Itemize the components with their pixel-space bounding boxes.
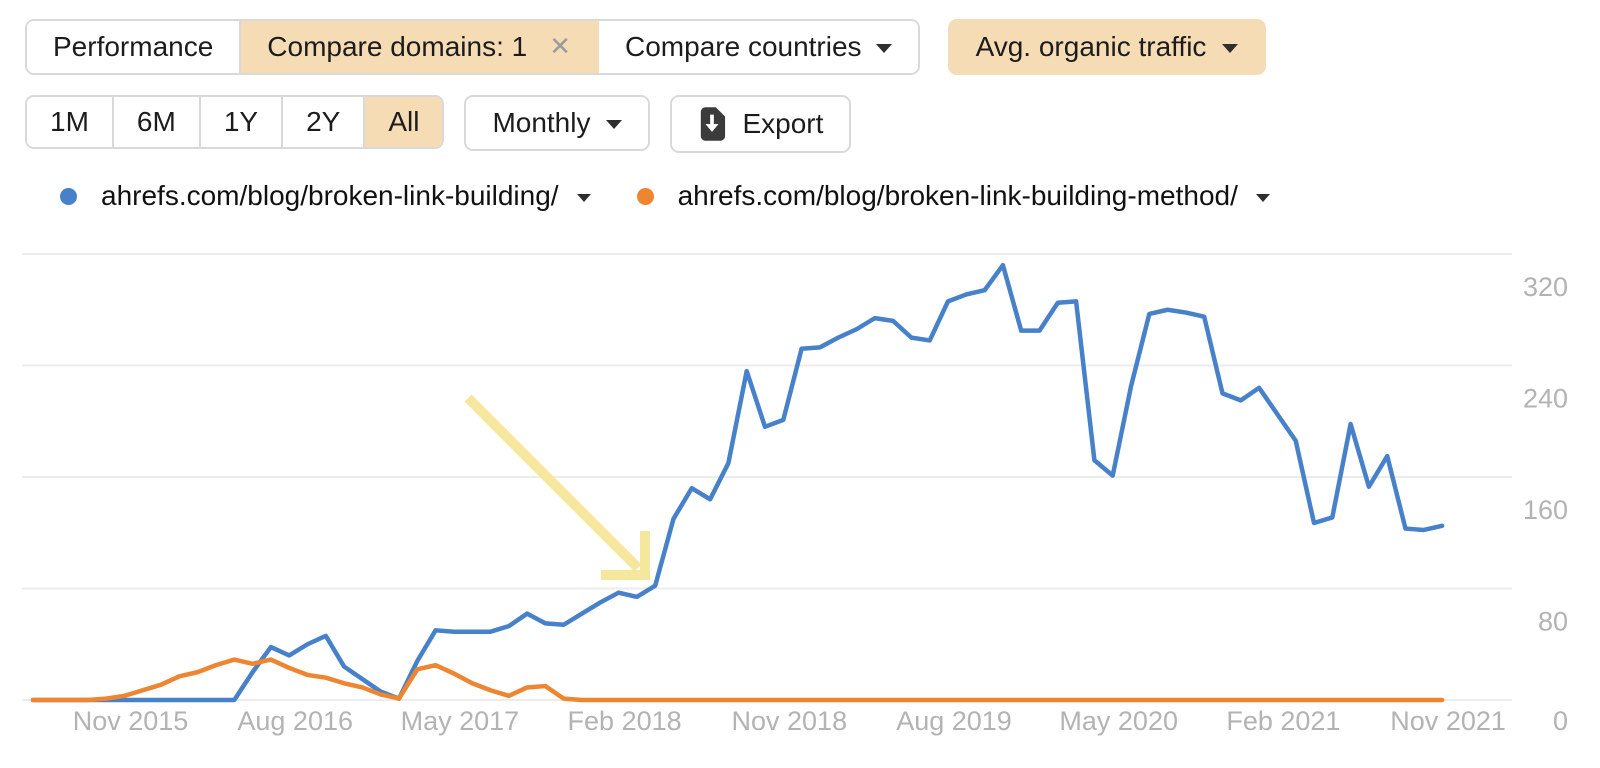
compare-toolbar: Performance Compare domains: 1 ✕ Compare…	[25, 19, 1267, 75]
compare-countries-dropdown[interactable]: Compare countries	[599, 21, 918, 73]
organic-traffic-line-chart[interactable]: 0 80 160 240 320 Nov 2015 Aug 2016 May 2017 Feb …	[0, 240, 1600, 768]
export-button[interactable]: Export	[670, 95, 852, 153]
x-tick-label: May 2020	[1059, 706, 1178, 736]
range-6m-button[interactable]: 6M	[113, 97, 201, 147]
x-tick-label: Aug 2019	[896, 706, 1012, 736]
series-line-orange[interactable]	[30, 657, 1445, 703]
y-tick-label: 160	[1523, 495, 1568, 525]
chevron-down-icon	[875, 44, 892, 53]
chevron-down-icon	[606, 120, 623, 129]
chevron-down-icon	[1222, 44, 1239, 53]
x-tick-label: Nov 2021	[1390, 706, 1506, 736]
compare-controls-group: Performance Compare domains: 1 ✕ Compare…	[25, 19, 920, 75]
performance-label: Performance	[53, 31, 214, 62]
chevron-down-icon	[1255, 193, 1270, 202]
range-2y-button[interactable]: 2Y	[283, 97, 366, 147]
x-tick-label: Nov 2018	[732, 706, 848, 736]
x-tick-label: Aug 2016	[237, 706, 353, 736]
range-1y-button[interactable]: 1Y	[200, 97, 284, 147]
compare-domains-button[interactable]: Compare domains: 1 ✕	[241, 21, 599, 73]
export-label: Export	[742, 108, 824, 139]
legend-label-target-1: ahrefs.com/blog/broken-link-building/	[101, 180, 559, 211]
remove-comparison-icon[interactable]: ✕	[549, 32, 571, 62]
export-file-icon	[701, 107, 726, 141]
series-color-dot-blue	[60, 187, 77, 205]
chart-legend: ahrefs.com/blog/broken-link-building/ ah…	[60, 179, 1270, 213]
range-all-button[interactable]: All	[365, 97, 443, 147]
x-tick-label: May 2017	[401, 706, 520, 736]
legend-item-target-1[interactable]: ahrefs.com/blog/broken-link-building/	[60, 179, 591, 213]
y-tick-label: 320	[1523, 272, 1568, 302]
time-range-group: 1M 6M 1Y 2Y All	[25, 95, 445, 149]
legend-item-target-2[interactable]: ahrefs.com/blog/broken-link-building-met…	[636, 179, 1270, 213]
metric-label: Avg. organic traffic	[975, 31, 1207, 62]
compare-domains-label: Compare domains: 1	[267, 31, 528, 62]
annotation-arrow-head	[601, 531, 650, 580]
compare-countries-label: Compare countries	[625, 31, 862, 62]
granularity-dropdown[interactable]: Monthly	[464, 95, 651, 151]
y-tick-label: 80	[1538, 607, 1568, 637]
legend-label-target-2: ahrefs.com/blog/broken-link-building-met…	[677, 180, 1238, 211]
range-1y-label: 1Y	[223, 106, 259, 137]
range-1m-label: 1M	[50, 106, 89, 137]
granularity-label: Monthly	[492, 107, 591, 138]
range-all-label: All	[388, 106, 420, 137]
series-line-blue[interactable]	[30, 262, 1445, 703]
chevron-down-icon	[576, 193, 591, 202]
x-tick-label: Nov 2015	[73, 706, 189, 736]
series-color-dot-orange	[636, 187, 654, 205]
performance-tab[interactable]: Performance	[27, 21, 242, 73]
y-tick-label: 240	[1523, 384, 1568, 414]
range-1m-button[interactable]: 1M	[27, 97, 114, 147]
range-2y-label: 2Y	[306, 106, 341, 137]
x-tick-label: Feb 2021	[1226, 706, 1340, 736]
y-tick-label: 0	[1553, 706, 1568, 736]
x-tick-label: Feb 2018	[568, 706, 682, 736]
range-6m-label: 6M	[136, 106, 176, 137]
annotation-arrow-shaft	[464, 394, 642, 572]
metric-dropdown[interactable]: Avg. organic traffic	[947, 19, 1267, 75]
chart-controls-toolbar: 1M 6M 1Y 2Y All Monthly Export	[25, 95, 852, 153]
